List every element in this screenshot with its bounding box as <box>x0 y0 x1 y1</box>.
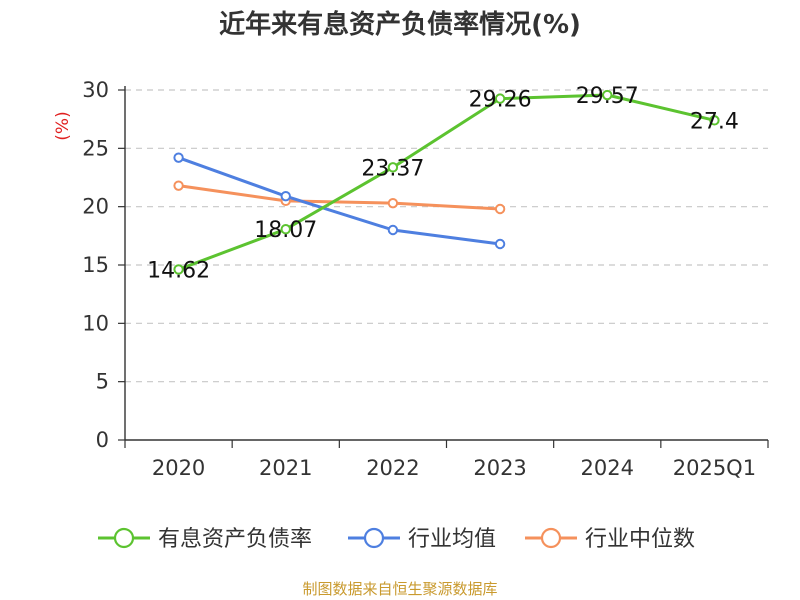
data-label: 29.26 <box>469 88 532 113</box>
legend-marker <box>363 527 385 549</box>
x-tick-label: 2024 <box>581 456 634 480</box>
legend-label: 行业中位数 <box>585 527 695 552</box>
chart-title: 近年来有息资产负债率情况(%) <box>219 10 581 40</box>
data-point <box>602 89 613 101</box>
data-point <box>494 238 506 250</box>
y-tick-label: 20 <box>82 195 109 219</box>
series-lines <box>173 89 720 275</box>
x-tick-label: 2022 <box>366 456 419 480</box>
data-point <box>280 190 291 202</box>
x-tick-label: 2023 <box>473 456 526 480</box>
data-point <box>387 162 399 173</box>
series-line <box>178 93 715 271</box>
data-point <box>173 152 184 163</box>
y-tick-label: 15 <box>82 253 109 277</box>
y-tick-label: 5 <box>96 370 109 394</box>
data-point <box>387 197 399 209</box>
series-line <box>178 156 501 246</box>
data-point <box>280 223 291 235</box>
legend-marker <box>113 527 135 549</box>
data-point <box>173 180 184 191</box>
legend: 有息资产负债率 行业均值 行业中位数 <box>98 527 695 552</box>
data-point <box>387 224 399 236</box>
data-label: 14.62 <box>147 258 210 283</box>
x-tick-label: 2021 <box>259 456 312 480</box>
x-tick-label: 2025Q1 <box>673 456 756 480</box>
legend-label: 有息资产负债率 <box>158 527 312 552</box>
legend-marker <box>540 527 562 549</box>
data-label: 29.57 <box>576 84 639 109</box>
data-point <box>709 115 720 126</box>
data-label: 27.4 <box>690 109 739 134</box>
data-point <box>173 264 184 275</box>
y-tick-label: 10 <box>82 311 109 335</box>
y-tick-label: 25 <box>82 136 109 160</box>
data-labels: 14.62 18.07 23.37 29.26 29.57 27.4 <box>147 84 739 283</box>
series-line <box>178 184 501 211</box>
data-label: 23.37 <box>361 156 424 181</box>
y-axis-unit: (%) <box>53 111 73 140</box>
data-label: 18.07 <box>254 218 317 243</box>
axes: 0 5 10 15 20 25 30 2020 2021 2022 2023 2024 2025Q1 <box>82 78 769 480</box>
legend-label: 行业均值 <box>408 527 496 552</box>
data-point <box>494 203 506 215</box>
source-note: 制图数据来自恒生聚源数据库 <box>302 580 498 598</box>
y-tick-label: 30 <box>82 78 109 102</box>
data-point <box>494 93 506 104</box>
y-tick-label: 0 <box>96 428 109 452</box>
x-tick-label: 2020 <box>152 456 205 480</box>
